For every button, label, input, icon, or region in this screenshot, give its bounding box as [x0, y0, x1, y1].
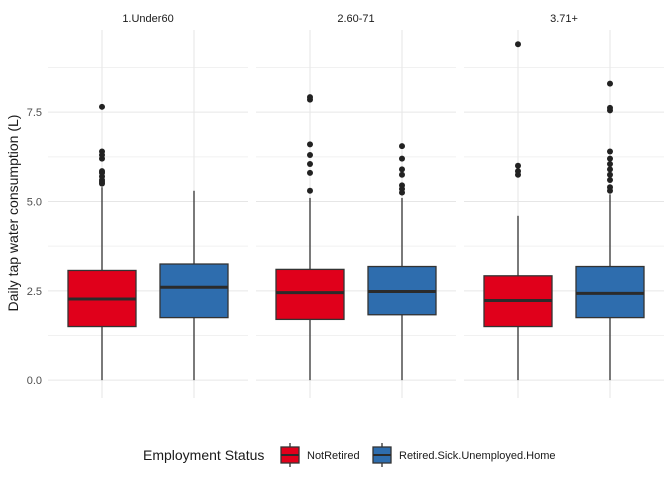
outlier-point	[99, 148, 105, 155]
y-axis: 0.0 2.5 5.0 7.5	[27, 107, 42, 387]
box-notretired	[483, 41, 553, 381]
outlier-point	[99, 103, 105, 110]
y-tick-label: 2.5	[27, 286, 42, 298]
facet-panel: 3.71+	[464, 13, 664, 398]
legend-items: NotRetired Retired.Sick.Unemployed.Home	[280, 443, 556, 467]
legend-label: Retired.Sick.Unemployed.Home	[399, 450, 556, 462]
outlier-point	[99, 168, 105, 175]
legend-label: NotRetired	[307, 450, 360, 462]
outlier-point	[399, 182, 405, 189]
facet-title: 3.71+	[550, 13, 578, 25]
outlier-point	[515, 41, 521, 48]
outlier-point	[515, 162, 521, 169]
y-axis-title: Daily tap water consumption (L)	[5, 115, 21, 312]
y-tick-label: 5.0	[27, 196, 42, 208]
outlier-point	[399, 171, 405, 178]
outlier-point	[399, 155, 405, 162]
facet-title: 2.60-71	[337, 13, 374, 25]
outlier-point	[607, 155, 613, 162]
outlier-point	[607, 80, 613, 87]
legend-item: NotRetired	[280, 443, 360, 467]
outlier-point	[607, 184, 613, 191]
y-tick-label: 0.0	[27, 375, 42, 387]
facet-panel: 2.60-71	[256, 13, 456, 398]
facet-panel: 1.Under60	[48, 13, 248, 398]
facet-title: 1.Under60	[122, 13, 173, 25]
outlier-point	[307, 187, 313, 194]
outlier-point	[307, 141, 313, 148]
legend: Employment Status NotRetired Retired.Sick…	[143, 443, 556, 467]
box-retired	[575, 80, 645, 381]
legend-item: Retired.Sick.Unemployed.Home	[372, 443, 556, 467]
outlier-point	[307, 160, 313, 167]
outlier-point	[307, 169, 313, 176]
y-tick-label: 7.5	[27, 107, 42, 119]
legend-title: Employment Status	[143, 447, 264, 463]
outlier-point	[607, 160, 613, 167]
outlier-point	[515, 168, 521, 175]
outlier-point	[399, 166, 405, 173]
facet-panels: 1.Under60 2.60-71 3.71+	[48, 13, 664, 398]
box-body	[159, 263, 229, 319]
box-retired	[367, 143, 437, 381]
outlier-point	[607, 171, 613, 178]
box-retired	[159, 190, 229, 381]
outlier-point	[399, 143, 405, 150]
box-body	[275, 268, 345, 321]
outlier-point	[607, 177, 613, 184]
outlier-point	[607, 148, 613, 155]
box-notretired	[275, 94, 345, 381]
outlier-point	[607, 166, 613, 173]
outlier-point	[307, 152, 313, 159]
outlier-point	[307, 94, 313, 101]
box-notretired	[67, 103, 137, 381]
outlier-point	[607, 104, 613, 111]
